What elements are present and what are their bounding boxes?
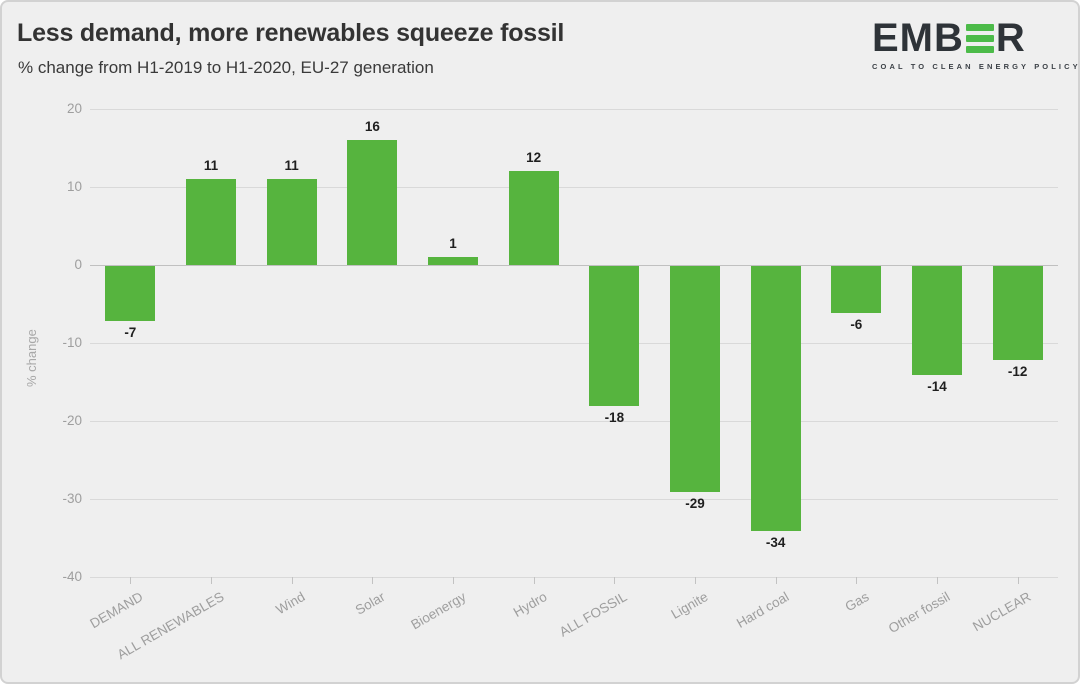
bar-value-label: 11 <box>203 158 219 174</box>
bar-value-label: 16 <box>364 119 380 135</box>
x-category-label: Gas <box>842 589 872 615</box>
zero-gridline <box>90 264 1058 266</box>
x-category-label: NUCLEAR <box>969 589 1034 635</box>
bar-value-label: -12 <box>1007 363 1028 379</box>
ember-logo-green-e-icon <box>965 23 994 53</box>
gridline <box>90 108 1058 110</box>
x-category-label: Hard coal <box>733 589 792 631</box>
bar-bioenergy <box>428 257 478 265</box>
x-category-label: Bioenergy <box>408 589 469 633</box>
gridline <box>90 342 1058 344</box>
y-tick-label: -40 <box>62 569 82 584</box>
y-tick-label: 10 <box>66 179 82 194</box>
bar-wind <box>266 179 317 265</box>
ember-logo-letters-left: EMB <box>872 16 964 60</box>
bar-nuclear <box>992 266 1043 360</box>
y-tick-label: 0 <box>74 257 82 272</box>
gridline <box>90 420 1058 422</box>
x-axis-tick <box>937 577 938 584</box>
x-category-label: Wind <box>273 589 308 618</box>
bar-value-label: -34 <box>765 535 786 551</box>
x-category-label: ALL RENEWABLES <box>114 589 227 663</box>
bar-all-fossil <box>589 266 640 407</box>
y-tick-label: -30 <box>62 491 82 506</box>
bar-demand <box>105 266 156 321</box>
bar-solar <box>347 140 398 265</box>
bar-value-label: 11 <box>284 158 299 174</box>
ember-logo-wordmark: EMB R <box>872 18 1048 58</box>
bar-all-renewables <box>186 179 236 265</box>
x-axis-tick <box>291 577 293 584</box>
chart-title: Less demand, more renewables squeeze fos… <box>17 19 565 47</box>
bar-value-label: -6 <box>850 316 863 332</box>
bar-value-label: 1 <box>449 236 457 252</box>
x-category-label: DEMAND <box>87 589 146 632</box>
x-axis-tick <box>130 577 132 584</box>
x-axis-tick <box>453 577 454 584</box>
gridline <box>90 186 1058 188</box>
x-axis-tick <box>1017 577 1019 584</box>
bar-lignite <box>670 266 720 493</box>
x-category-label: Other fossil <box>885 589 953 637</box>
x-category-label: Lignite <box>668 589 711 622</box>
gridline <box>90 576 1058 578</box>
ember-logo-letters-right: R <box>995 16 1026 60</box>
x-axis-tick <box>533 577 535 584</box>
bar-value-label: -29 <box>685 496 705 512</box>
bar-hydro <box>508 171 559 265</box>
x-category-label: Solar <box>353 589 388 618</box>
x-axis-tick <box>372 577 374 584</box>
bar-value-label: -18 <box>604 410 625 426</box>
bar-gas <box>831 266 882 313</box>
x-axis-tick <box>695 577 696 584</box>
chart-subtitle: % change from H1-2019 to H1-2020, EU-27 … <box>18 58 434 77</box>
gridline <box>90 498 1058 500</box>
bar-value-label: -14 <box>927 379 947 395</box>
x-axis-tick <box>614 577 616 584</box>
x-axis-tick <box>856 577 858 584</box>
y-tick-label: -20 <box>62 413 82 428</box>
ember-logo-tagline: COAL TO CLEAN ENERGY POLICY <box>872 62 1080 71</box>
x-axis-tick <box>775 577 777 584</box>
bar-value-label: -7 <box>124 324 137 340</box>
x-axis-tick <box>211 577 212 584</box>
y-tick-label: 20 <box>66 101 82 116</box>
x-category-label: Hydro <box>510 589 550 620</box>
x-category-label: ALL FOSSIL <box>557 589 630 640</box>
bar-hard-coal <box>750 266 801 532</box>
bar-other-fossil <box>912 266 962 376</box>
ember-logo: EMB R COAL TO CLEAN ENERGY POLICY <box>872 18 1080 71</box>
bar-value-label: 12 <box>526 150 542 166</box>
y-tick-label: -10 <box>62 335 82 350</box>
